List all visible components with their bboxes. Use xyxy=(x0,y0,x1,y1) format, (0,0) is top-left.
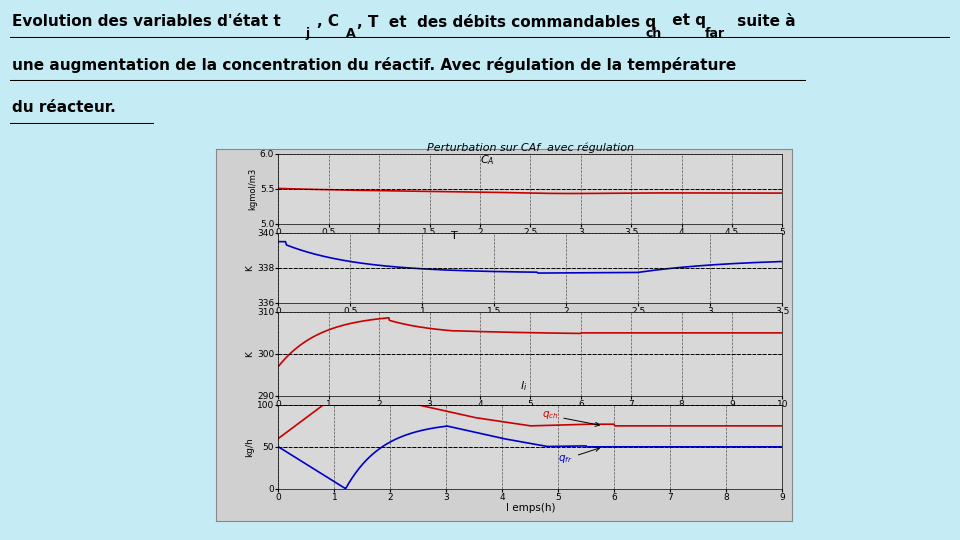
Text: une augmentation de la concentration du réactif. Avec régulation de la températu: une augmentation de la concentration du … xyxy=(12,57,735,73)
Text: du réacteur.: du réacteur. xyxy=(12,100,115,115)
X-axis label: l emps(h): l emps(h) xyxy=(506,503,555,513)
Text: , T  et  des débits commandables q: , T et des débits commandables q xyxy=(357,14,657,30)
Text: j: j xyxy=(305,27,309,40)
Y-axis label: K: K xyxy=(245,351,254,357)
Text: suite à: suite à xyxy=(732,14,795,29)
Text: $C_A$: $C_A$ xyxy=(480,154,494,167)
Text: , C: , C xyxy=(317,14,339,29)
Title: Perturbation sur CAf  avec régulation: Perturbation sur CAf avec régulation xyxy=(427,143,634,153)
Text: A: A xyxy=(346,27,355,40)
Y-axis label: kgmol/m3: kgmol/m3 xyxy=(248,168,257,210)
Text: T: T xyxy=(451,231,458,241)
Text: $q_{ch}$: $q_{ch}$ xyxy=(541,409,599,427)
Text: far: far xyxy=(705,27,725,40)
Text: et q: et q xyxy=(667,14,707,29)
Text: $l_i$: $l_i$ xyxy=(520,380,528,393)
Text: $q_{fr}$: $q_{fr}$ xyxy=(559,447,600,465)
Text: Evolution des variables d'état t: Evolution des variables d'état t xyxy=(12,14,280,29)
Y-axis label: kg/h: kg/h xyxy=(245,437,254,457)
Y-axis label: K: K xyxy=(245,265,254,271)
Text: ch: ch xyxy=(645,27,661,40)
